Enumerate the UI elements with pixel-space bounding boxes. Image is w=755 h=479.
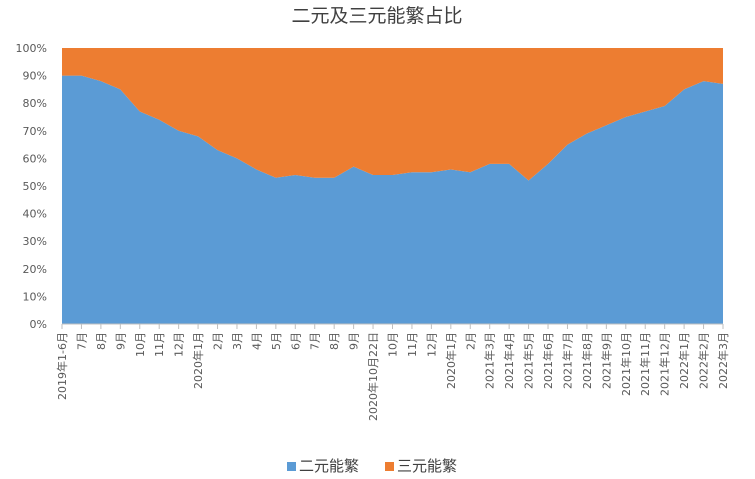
- chart-title: 二元及三元能繁占比: [291, 5, 462, 27]
- y-tick-label: 60%: [23, 152, 47, 165]
- x-tick-label: 2022年1月: [677, 332, 691, 389]
- y-tick-label: 40%: [23, 208, 47, 221]
- series-area-2: [62, 48, 723, 181]
- legend-swatch: [287, 462, 296, 471]
- y-tick-label: 100%: [16, 42, 47, 55]
- x-tick-label: 2020年1月: [444, 332, 458, 389]
- x-tick-label: 2021年3月: [483, 332, 497, 389]
- legend-label: 二元能繁: [299, 457, 359, 475]
- x-tick-label: 9月: [348, 332, 361, 350]
- x-tick-label: 2021年5月: [522, 332, 536, 389]
- legend: 二元能繁 三元能繁: [287, 457, 457, 475]
- y-tick-label: 50%: [23, 180, 47, 193]
- y-tick-label: 30%: [23, 235, 47, 248]
- x-tick-label: 7月: [75, 332, 88, 350]
- x-tick-label: 2019年1-6月: [55, 332, 69, 400]
- x-tick-label: 3月: [231, 332, 244, 350]
- y-tick-label: 0%: [30, 318, 47, 331]
- x-tick-label: 2021年9月: [599, 332, 613, 389]
- y-tick-label: 10%: [23, 290, 47, 303]
- plot-area: [62, 48, 723, 324]
- y-tick-label: 70%: [23, 125, 47, 138]
- y-tick-label: 20%: [23, 263, 47, 276]
- x-tick-label: 11月: [406, 332, 419, 357]
- x-tick-label: 2022年3月: [716, 332, 730, 389]
- x-tick-label: 6月: [289, 332, 302, 350]
- x-tick-label: 2月: [464, 332, 477, 350]
- x-tick-label: 2021年8月: [580, 332, 594, 389]
- legend-swatch: [385, 462, 394, 471]
- x-tick-label: 9月: [114, 332, 127, 350]
- x-tick-label: 8月: [328, 332, 341, 350]
- x-tick-label: 10月: [387, 332, 400, 357]
- x-tick-label: 12月: [173, 332, 186, 357]
- x-tick-label: 10月: [134, 332, 147, 357]
- x-tick-label: 2021年10月: [619, 332, 633, 396]
- x-tick-label: 4月: [250, 332, 263, 350]
- y-axis: 0% 10% 20% 30% 40% 50% 60% 70% 80% 90% 100%: [16, 42, 47, 331]
- x-tick-label: 2021年6月: [541, 332, 555, 389]
- x-tick-label: 2021年4月: [502, 332, 516, 389]
- x-tick-label: 2021年7月: [560, 332, 574, 389]
- x-tick-label: 12月: [425, 332, 438, 357]
- series-area-1: [62, 75, 723, 324]
- x-tick-label: 2022年2月: [697, 332, 711, 389]
- x-tick-label: 11月: [153, 332, 166, 357]
- x-tick-label: 2021年11月: [638, 332, 652, 396]
- y-tick-label: 80%: [23, 97, 47, 110]
- x-tick-label: 8月: [95, 332, 108, 350]
- x-tick-label: 2021年12月: [658, 332, 672, 396]
- x-tick-label: 2020年10月22日: [366, 332, 380, 421]
- legend-label: 三元能繁: [397, 457, 457, 475]
- x-tick-label: 2月: [212, 332, 225, 350]
- x-tick-label: 7月: [309, 332, 322, 350]
- x-axis: 2019年1-6月 7月 8月 9月 10月 11月 12月 2020年1月 2月 3月 4月 5月 6…: [55, 323, 730, 421]
- y-tick-label: 90%: [23, 70, 47, 83]
- x-tick-label: 5月: [270, 332, 283, 350]
- x-tick-label: 2020年1月: [191, 332, 205, 389]
